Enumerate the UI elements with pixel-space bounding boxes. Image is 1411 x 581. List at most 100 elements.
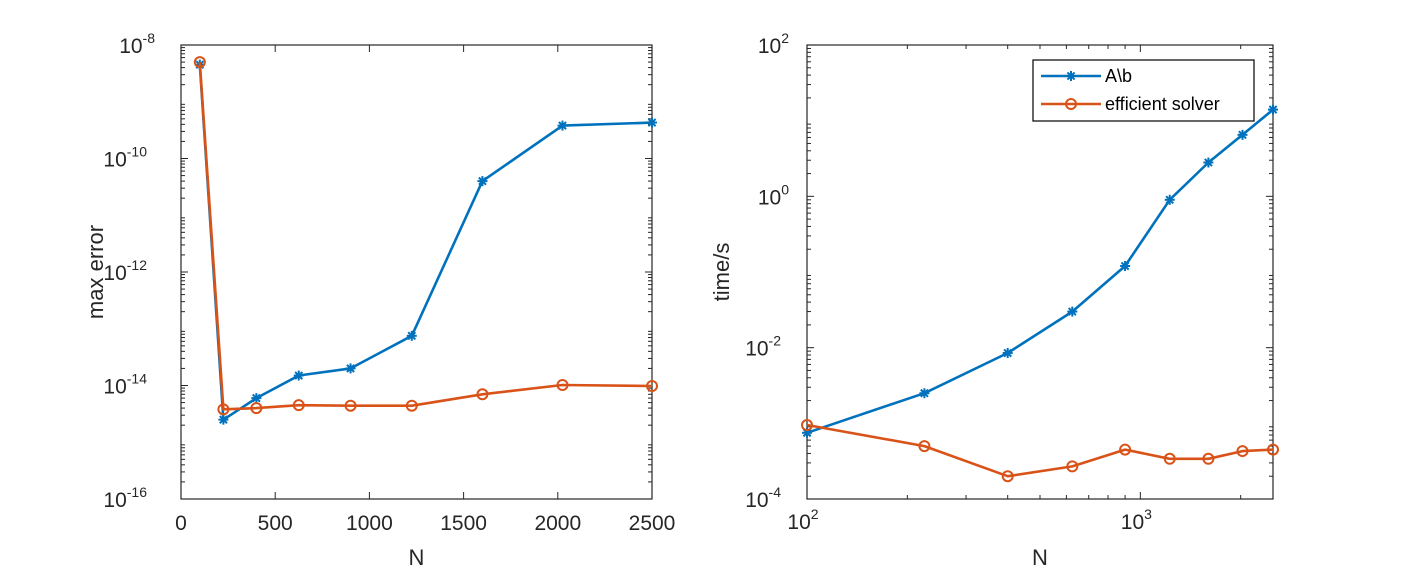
data-point <box>1267 443 1279 456</box>
y-tick-label-base: 10 <box>103 376 126 399</box>
y-tick-label-exp: -4 <box>769 484 782 500</box>
data-point <box>251 393 262 404</box>
x-tick-label-base: 10 <box>787 511 810 534</box>
data-point <box>1002 348 1013 359</box>
x-axis-label: N <box>409 545 425 570</box>
series-line <box>198 64 653 422</box>
marker-stroke <box>558 121 567 130</box>
y-tick-label-base: 10 <box>103 489 126 512</box>
data-point <box>556 379 569 392</box>
marker-stroke <box>647 118 657 127</box>
data-point <box>1164 194 1175 205</box>
y-tick-label-base: 10 <box>103 262 126 285</box>
data-point <box>1120 261 1131 272</box>
y-tick-label-base: 10 <box>745 338 768 361</box>
series-line <box>806 108 1274 435</box>
series-1 <box>801 419 1279 483</box>
x-tick-label-base: 10 <box>1121 511 1144 534</box>
data-point <box>477 176 488 187</box>
data-point <box>801 419 813 432</box>
y-tick-label: 10-10 <box>103 144 147 172</box>
y-tick-label: 10-4 <box>745 484 781 512</box>
error-plot: 0 500 1000 1500 2000 250010-1610-1410-1210-10… <box>83 30 675 570</box>
data-point <box>405 399 418 412</box>
y-tick-label-base: 10 <box>119 35 142 58</box>
data-point <box>344 399 357 412</box>
data-point <box>647 117 657 128</box>
y-tick-label-base: 10 <box>103 149 126 172</box>
legend-label: efficient solver <box>1105 94 1220 114</box>
y-axis-label: max error <box>83 225 108 319</box>
marker-stroke <box>294 371 304 380</box>
y-tick-label-exp: -10 <box>127 144 147 160</box>
y-tick-label-base: 10 <box>758 186 781 209</box>
legend-entry: A\b <box>1041 66 1132 86</box>
series-0 <box>802 104 1278 438</box>
y-tick-label: 10-2 <box>745 333 781 361</box>
legend-box <box>1032 59 1255 122</box>
plot-frame <box>180 44 653 500</box>
data-point <box>919 388 930 399</box>
data-point <box>918 440 931 453</box>
y-tick-label-exp: -2 <box>769 333 782 349</box>
series-0 <box>194 59 657 425</box>
x-tick-label: 0 <box>175 512 187 535</box>
x-tick-label: 1500 <box>440 512 487 535</box>
data-point <box>1268 104 1278 115</box>
y-tick-label: 10-14 <box>103 371 147 399</box>
data-point <box>1066 71 1076 81</box>
marker-stroke <box>1268 105 1278 114</box>
y-tick-label: 10-8 <box>119 30 155 58</box>
y-tick-label: 10-12 <box>103 257 147 285</box>
marker-stroke <box>1120 261 1130 271</box>
data-point <box>1067 306 1078 317</box>
data-point <box>476 388 489 401</box>
marker-stroke <box>920 388 929 398</box>
legend: A\b efficient solver <box>1032 59 1255 122</box>
marker-stroke <box>252 393 261 403</box>
data-point <box>217 403 230 416</box>
data-point <box>1236 445 1249 458</box>
data-point <box>1237 129 1248 140</box>
y-tick-label-exp: 0 <box>781 181 789 197</box>
x-axis-label: N <box>1032 545 1048 570</box>
x-tick-label-exp: 2 <box>811 506 819 522</box>
y-tick-label: 102 <box>758 30 789 58</box>
marker-stroke <box>1067 307 1077 316</box>
data-point <box>292 399 305 412</box>
data-point <box>293 370 304 381</box>
data-point <box>193 56 206 69</box>
data-point <box>1066 460 1079 473</box>
x-tick-label: 500 <box>258 512 293 535</box>
marker-stroke <box>478 176 487 186</box>
series-line <box>198 62 653 411</box>
x-tick-label: 1000 <box>346 512 393 535</box>
y-tick-label: 100 <box>758 181 789 209</box>
legend-label: A\b <box>1105 66 1132 86</box>
series-line <box>806 423 1274 478</box>
marker-stroke <box>1238 130 1247 140</box>
y-tick-label: 10-16 <box>103 484 147 512</box>
marker-stroke <box>1204 158 1213 167</box>
marker-stroke <box>346 364 355 373</box>
marker-stroke <box>1165 195 1175 205</box>
marker-stroke <box>219 415 228 424</box>
data-point <box>1001 470 1014 483</box>
data-point <box>1163 452 1176 465</box>
y-tick-label-exp: -14 <box>127 371 147 387</box>
y-tick-label-base: 10 <box>758 35 781 58</box>
data-point <box>646 379 658 392</box>
data-point <box>1203 157 1214 168</box>
x-tick-label: 2500 <box>629 512 676 535</box>
y-tick-label-exp: 2 <box>781 30 789 46</box>
data-point <box>1119 443 1132 456</box>
data-point <box>1065 98 1077 110</box>
data-point <box>218 414 229 425</box>
data-point <box>557 120 568 131</box>
marker-stroke <box>1003 348 1013 358</box>
legend-entry: efficient solver <box>1041 94 1220 114</box>
y-tick-label-exp: -8 <box>143 30 156 46</box>
x-tick-label-exp: 3 <box>1144 506 1152 522</box>
x-tick-label: 2000 <box>534 512 581 535</box>
